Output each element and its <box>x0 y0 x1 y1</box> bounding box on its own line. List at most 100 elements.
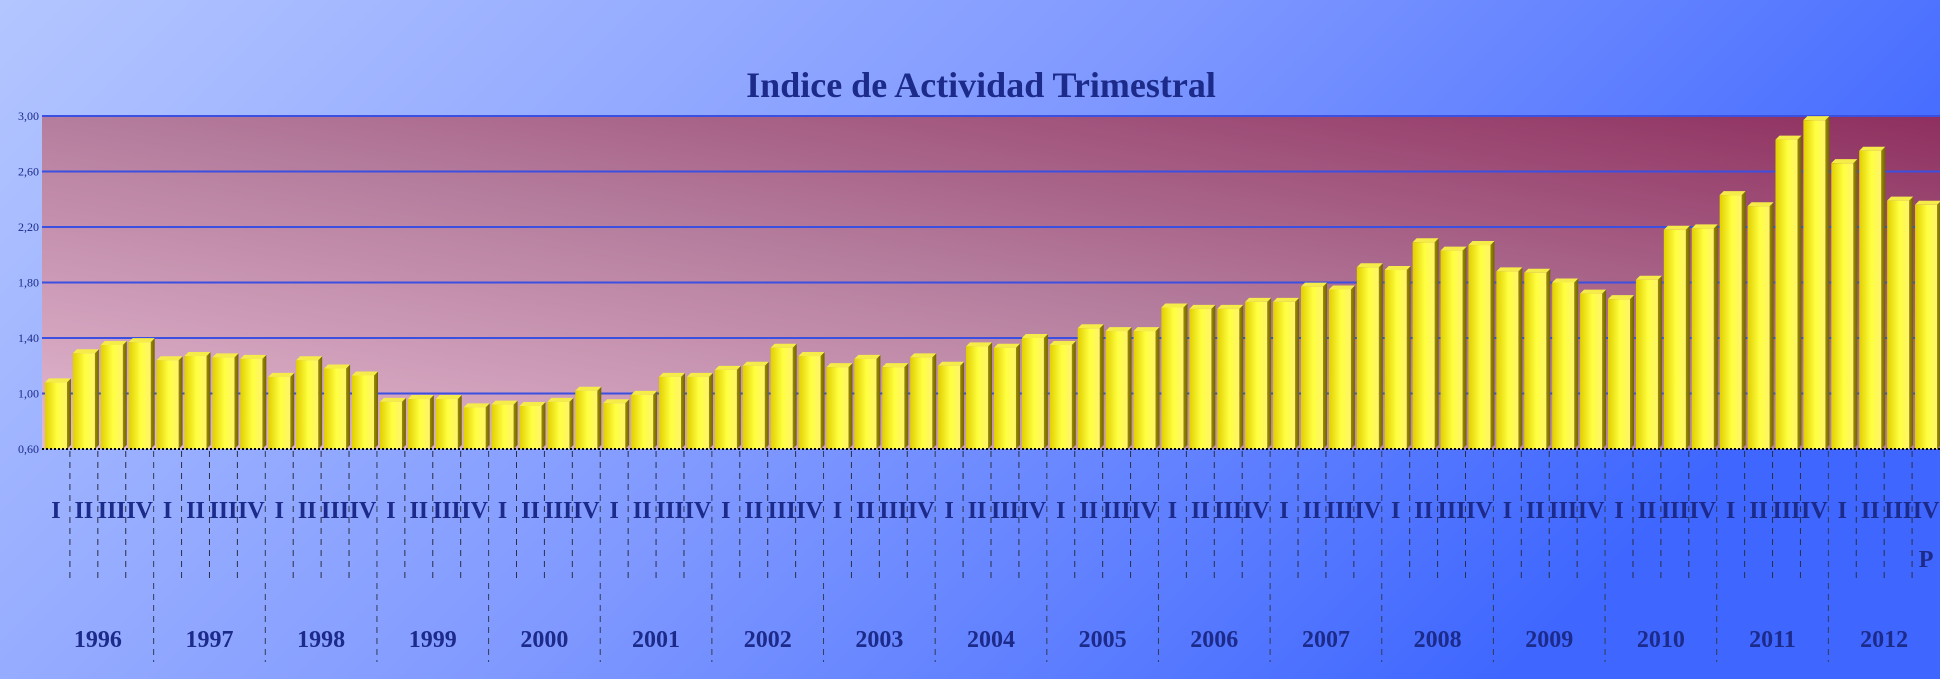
bar <box>1217 304 1244 449</box>
bar-side <box>429 395 434 449</box>
bar <box>1384 266 1411 449</box>
bar-side <box>373 371 378 449</box>
x-tick-label-quarter: I <box>1168 498 1177 524</box>
bar-top <box>1049 340 1076 345</box>
x-tick-label-quarter: I <box>1838 498 1847 524</box>
bar-top <box>1189 304 1216 309</box>
y-tick-label: 1,40 <box>18 331 39 345</box>
x-tick-label-quarter: II <box>744 498 763 524</box>
x-tick-label-quarter: IV <box>1689 498 1716 524</box>
bar <box>714 365 741 449</box>
bar-front <box>742 365 765 449</box>
bar-front <box>631 394 654 449</box>
x-tick-label-quarter: IV <box>685 498 712 524</box>
bar <box>1887 196 1914 449</box>
x-tick-label-year: 2003 <box>855 627 903 653</box>
bar-side <box>569 397 574 449</box>
x-tick-label-quarter: II <box>1749 498 1768 524</box>
bar-front <box>156 360 179 449</box>
x-tick-label-quarter: III <box>1326 498 1354 524</box>
bar-top <box>1859 146 1886 151</box>
x-tick-label-quarter: II <box>1526 498 1545 524</box>
bar-top <box>1691 224 1718 229</box>
bar <box>324 364 351 449</box>
bar-side <box>1071 340 1076 449</box>
bar-front <box>910 357 933 449</box>
bar-top <box>519 401 546 406</box>
bar-top <box>575 386 602 391</box>
x-tick-label-quarter: IV <box>1801 498 1828 524</box>
bar-front <box>1189 308 1212 449</box>
bar-top <box>72 349 99 354</box>
bar-top <box>1468 241 1495 246</box>
bar-top <box>1775 135 1802 140</box>
bar <box>491 400 518 449</box>
bar <box>993 343 1020 449</box>
x-tick-label-quarter: I <box>721 498 730 524</box>
bar-side <box>736 365 741 449</box>
bar-top <box>1412 238 1439 243</box>
x-tick-label-quarter: III <box>1214 498 1242 524</box>
bar-side <box>401 397 406 449</box>
y-axis-tick-labels: 0,60 1,00 1,40 1,80 2,20 2,60 3,00 <box>18 109 39 456</box>
bar-front <box>463 407 486 449</box>
bar-top <box>463 403 490 408</box>
x-tick-label-quarter: I <box>498 498 507 524</box>
x-tick-label-quarter: IV <box>573 498 600 524</box>
bar-side <box>1518 267 1523 449</box>
bar-front <box>938 365 961 449</box>
bar-side <box>485 403 490 449</box>
bar <box>1635 275 1662 449</box>
bar-front <box>1468 245 1491 449</box>
bar-side <box>1406 266 1411 449</box>
x-tick-label-quarter: III <box>991 498 1019 524</box>
bar-front <box>100 344 123 449</box>
bar <box>212 353 239 449</box>
bar-front <box>1608 299 1631 449</box>
x-tick-label-quarter: III <box>1772 498 1800 524</box>
x-tick-label-year: 1997 <box>185 627 233 653</box>
bar <box>463 403 490 449</box>
bar-side <box>1546 268 1551 449</box>
bar <box>1663 225 1690 449</box>
bar-front <box>1831 163 1854 450</box>
bar-top <box>1356 263 1383 268</box>
bar-top <box>1300 282 1327 287</box>
x-tick-label-quarter: II <box>298 498 317 524</box>
bar-side <box>708 372 713 449</box>
bar-top <box>156 356 183 361</box>
bar-side <box>1909 196 1914 449</box>
bar <box>100 340 127 449</box>
bar-top <box>1021 334 1048 338</box>
bar-side <box>1853 159 1858 450</box>
bar-front <box>212 357 235 449</box>
bar-top <box>770 343 797 348</box>
bar-side <box>1378 263 1383 449</box>
bar-side <box>1685 225 1690 449</box>
x-tick-label-quarter: IV <box>461 498 488 524</box>
bar-side <box>653 390 658 449</box>
x-tick-label-quarter: II <box>856 498 875 524</box>
bar <box>659 372 686 449</box>
bar-side <box>262 354 267 449</box>
bar <box>379 397 406 449</box>
x-tick-label-quarter: II <box>1303 498 1322 524</box>
bar <box>631 390 658 449</box>
bar-side <box>66 378 71 449</box>
x-tick-label-quarter: I <box>275 498 284 524</box>
bar <box>519 401 546 449</box>
bar-side <box>1602 289 1607 449</box>
bar <box>407 395 434 449</box>
bar-top <box>407 395 434 400</box>
x-tick-label-quarter: I <box>1614 498 1623 524</box>
bar-front <box>1859 150 1882 449</box>
x-tick-label-quarter: III <box>1438 498 1466 524</box>
bar-top <box>938 361 965 366</box>
bar-side <box>1881 146 1886 449</box>
bar <box>1524 268 1551 449</box>
x-tick-label-quarter: II <box>1079 498 1098 524</box>
bar <box>575 386 602 449</box>
bar <box>1273 297 1300 449</box>
x-tick-label-year: 2005 <box>1079 627 1127 653</box>
bar-front <box>714 369 737 449</box>
